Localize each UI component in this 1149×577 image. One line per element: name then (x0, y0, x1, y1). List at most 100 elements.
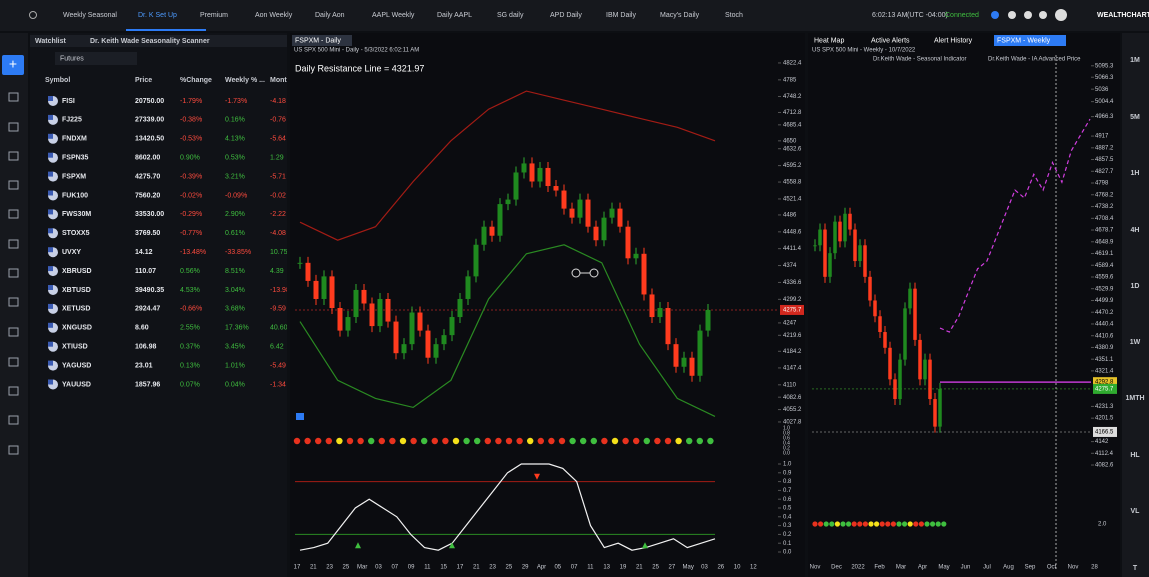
price-label: 4712.8 (783, 110, 802, 116)
price-label: 4529.9 (1095, 286, 1114, 292)
signal-dot (818, 521, 824, 527)
price-label: 4822.4 (783, 61, 802, 67)
toolbar-icon[interactable] (991, 11, 999, 19)
tool[interactable] (8, 268, 19, 278)
candle (377, 298, 383, 327)
panel-tab[interactable]: Alert History (934, 37, 973, 44)
candle (918, 339, 922, 380)
last-price-label: 4275.7 (783, 308, 802, 314)
tool[interactable] (8, 415, 19, 425)
symbol[interactable]: FNDXM (62, 136, 87, 143)
tab[interactable]: Stoch (725, 12, 743, 19)
symbol[interactable]: FUK100 (62, 192, 88, 199)
add-button[interactable] (2, 55, 24, 75)
timeframe[interactable]: 5M (1130, 114, 1140, 121)
symbol[interactable]: YAGUSD (62, 362, 91, 369)
timeframe[interactable]: 1W (1130, 339, 1141, 346)
symbol[interactable]: XETUSD (62, 306, 90, 313)
search-icon[interactable] (29, 11, 37, 19)
timeframe[interactable]: HL (1130, 452, 1140, 459)
cell: -13.48% (180, 249, 206, 256)
date-label: Oct (1047, 565, 1057, 571)
price-label: 4785 (783, 77, 797, 83)
tab[interactable]: IBM Daily (606, 12, 636, 19)
date-label: 03 (375, 565, 382, 571)
tool[interactable] (8, 445, 19, 455)
watchlist-tab[interactable]: Watchlist (35, 38, 67, 45)
avatar[interactable] (1055, 9, 1067, 21)
tab[interactable]: Daily AAPL (437, 12, 472, 19)
toolbar-icon[interactable] (1008, 11, 1016, 19)
signal-dot (851, 521, 857, 527)
timeframe[interactable]: T (1133, 565, 1138, 572)
symbol[interactable]: FISI (62, 98, 75, 105)
tool[interactable] (8, 386, 19, 396)
flag-stripe (48, 114, 53, 120)
watchlist-tab[interactable]: Dr. Keith Wade Seasonality Scanner (90, 38, 210, 45)
toolbar-icon[interactable] (1039, 11, 1047, 19)
price-label: 4619.1 (1095, 251, 1114, 257)
signal-dot (389, 437, 396, 445)
price-label: 4470.2 (1095, 310, 1114, 316)
signal-dot (357, 437, 364, 445)
tab[interactable]: APD Daily (550, 12, 582, 19)
symbol[interactable]: STOXX5 (62, 230, 90, 237)
symbol[interactable]: FWS30M (62, 211, 91, 218)
timeframe[interactable]: 1MTH (1125, 395, 1144, 402)
timeframe[interactable]: VL (1131, 508, 1141, 515)
date-label: 26 (717, 565, 724, 571)
tab[interactable]: Macy's Daily (660, 12, 700, 19)
candle (481, 226, 487, 245)
tab[interactable]: Aon Weekly (255, 12, 293, 19)
symbol[interactable]: YAUUSD (62, 381, 91, 388)
tool[interactable] (8, 209, 19, 219)
tool[interactable] (8, 327, 19, 337)
symbol[interactable]: FSPN35 (62, 155, 89, 162)
panel-tab[interactable]: Active Alerts (871, 37, 910, 44)
tool[interactable] (8, 357, 19, 367)
panel-tab[interactable]: Heat Map (814, 37, 844, 44)
target-box (1093, 377, 1117, 388)
timeframe[interactable]: 1M (1130, 57, 1140, 64)
tab[interactable]: Weekly Seasonal (63, 12, 117, 19)
timeframe[interactable]: 4H (1131, 227, 1140, 234)
list-select[interactable] (55, 52, 137, 65)
signal-dot (675, 437, 682, 445)
toolbar-icon[interactable] (1024, 11, 1032, 19)
tool[interactable] (8, 151, 19, 161)
symbol[interactable]: FSPXM (62, 173, 86, 180)
tool[interactable] (8, 180, 19, 190)
date-label: May (938, 565, 949, 571)
tool[interactable] (8, 239, 19, 249)
timeframe[interactable]: 1H (1131, 170, 1140, 177)
price-label: 4648.9 (1095, 239, 1114, 245)
tab[interactable]: Premium (200, 12, 228, 19)
tool[interactable] (8, 297, 19, 307)
symbol[interactable]: FJ225 (62, 117, 82, 124)
cell: 2924.47 (135, 306, 160, 313)
stoch-label: 0.1 (783, 541, 792, 547)
tab[interactable]: AAPL Weekly (372, 12, 415, 19)
symbol[interactable]: XTIUSD (62, 344, 88, 351)
tool[interactable] (8, 92, 19, 102)
cell: 2.55% (180, 325, 200, 332)
symbol[interactable]: XBTUSD (62, 287, 91, 294)
tool[interactable] (8, 122, 19, 132)
candle (673, 344, 679, 367)
symbol[interactable]: XNGUSD (62, 325, 92, 332)
tab[interactable]: Dr. K Set Up (138, 12, 177, 19)
timeframe[interactable]: 1D (1131, 283, 1140, 290)
panel-tab[interactable]: FSPXM - Weekly (997, 37, 1051, 44)
cell: -0.02% (180, 192, 202, 199)
date-label: Aug (1003, 565, 1014, 571)
tab[interactable]: SG daily (497, 12, 524, 19)
price-label: 4632.6 (783, 146, 802, 152)
tab[interactable]: Daily Aon (315, 12, 345, 19)
cell: 3.45% (225, 344, 245, 351)
symbol[interactable]: UVXY (62, 249, 81, 256)
cell: -1.79% (180, 98, 202, 105)
symbol[interactable]: XBRUSD (62, 268, 92, 275)
price-label: 4650 (783, 138, 797, 144)
candle (818, 229, 822, 246)
chart-tab[interactable]: FSPXM - Daily (295, 37, 341, 44)
